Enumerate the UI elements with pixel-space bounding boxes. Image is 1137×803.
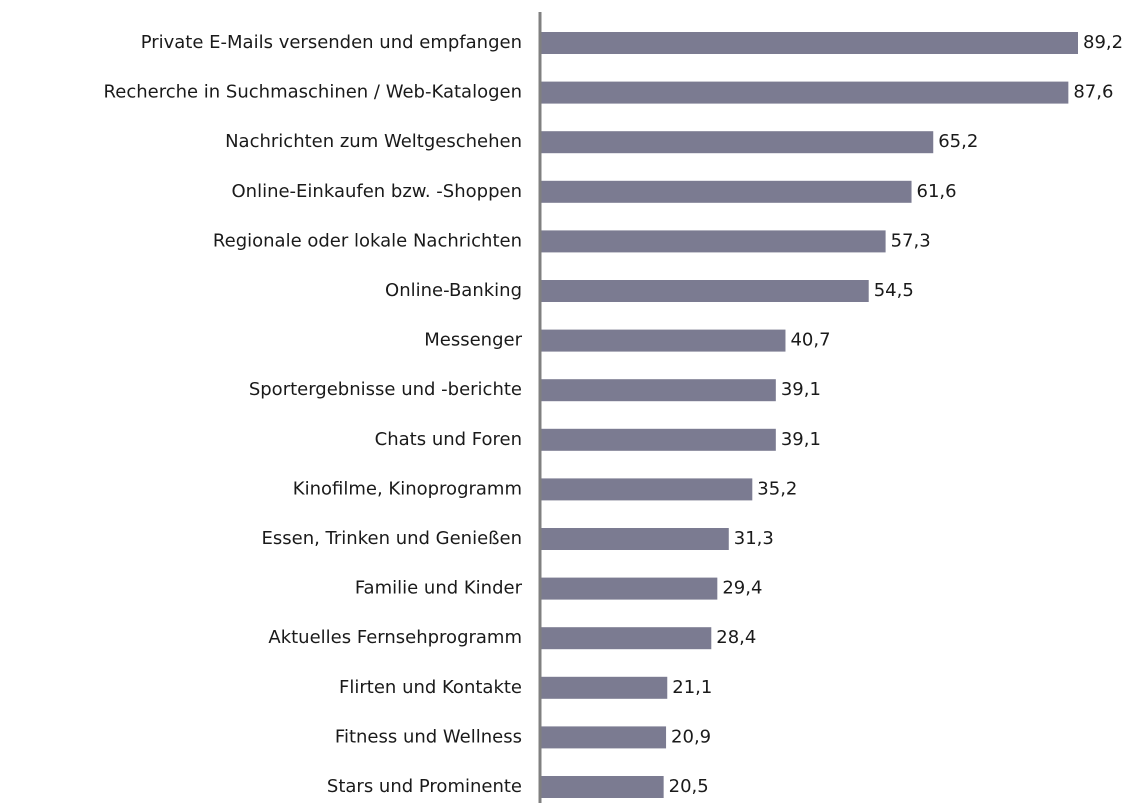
value-label: 39,1 <box>781 379 821 400</box>
value-label: 28,4 <box>716 627 756 648</box>
bar <box>540 329 786 352</box>
category-label: Aktuelles Fernsehprogramm <box>268 627 522 648</box>
bar <box>540 776 664 798</box>
category-label: Recherche in Suchmaschinen / Web-Katalog… <box>104 82 522 103</box>
value-label: 89,2 <box>1083 32 1123 53</box>
value-label: 87,6 <box>1073 82 1113 103</box>
bar <box>540 676 668 699</box>
value-label: 54,5 <box>874 280 914 301</box>
category-label: Messenger <box>424 330 522 351</box>
value-label: 61,6 <box>917 181 957 202</box>
category-label: Familie und Kinder <box>355 578 523 599</box>
category-label: Regionale oder lokale Nachrichten <box>213 230 522 251</box>
bar <box>540 528 729 550</box>
value-label: 20,9 <box>671 726 711 747</box>
category-label: Fitness und Wellness <box>335 726 522 747</box>
category-label: Online-Einkaufen bzw. -Shoppen <box>232 181 523 202</box>
bar <box>540 478 753 501</box>
category-label: Stars und Prominente <box>327 776 522 797</box>
bar <box>540 180 912 203</box>
category-label: Flirten und Kontakte <box>339 677 522 698</box>
category-label: Chats und Foren <box>375 429 522 450</box>
bar <box>540 726 667 749</box>
category-label: Online-Banking <box>385 280 522 301</box>
value-label: 39,1 <box>781 429 821 450</box>
value-label: 40,7 <box>790 330 830 351</box>
value-label: 65,2 <box>938 131 978 152</box>
value-label: 35,2 <box>757 478 797 499</box>
value-label: 31,3 <box>734 528 774 549</box>
category-label: Private E-Mails versenden und empfangen <box>141 32 522 53</box>
category-label: Nachrichten zum Weltgeschehen <box>225 131 522 152</box>
bar <box>540 627 712 650</box>
bar <box>540 230 886 253</box>
value-label: 29,4 <box>722 578 762 599</box>
bar <box>540 428 776 451</box>
value-label: 57,3 <box>891 230 931 251</box>
bar <box>540 81 1069 104</box>
value-label: 20,5 <box>669 776 709 797</box>
bar <box>540 32 1078 54</box>
bar <box>540 577 718 600</box>
bar <box>540 131 934 154</box>
category-label: Kinofilme, Kinoprogramm <box>293 478 522 499</box>
value-label: 21,1 <box>672 677 712 698</box>
category-label: Sportergebnisse und -berichte <box>249 379 522 400</box>
bar <box>540 280 869 302</box>
category-label: Essen, Trinken und Genießen <box>262 528 523 549</box>
bar <box>540 379 776 402</box>
